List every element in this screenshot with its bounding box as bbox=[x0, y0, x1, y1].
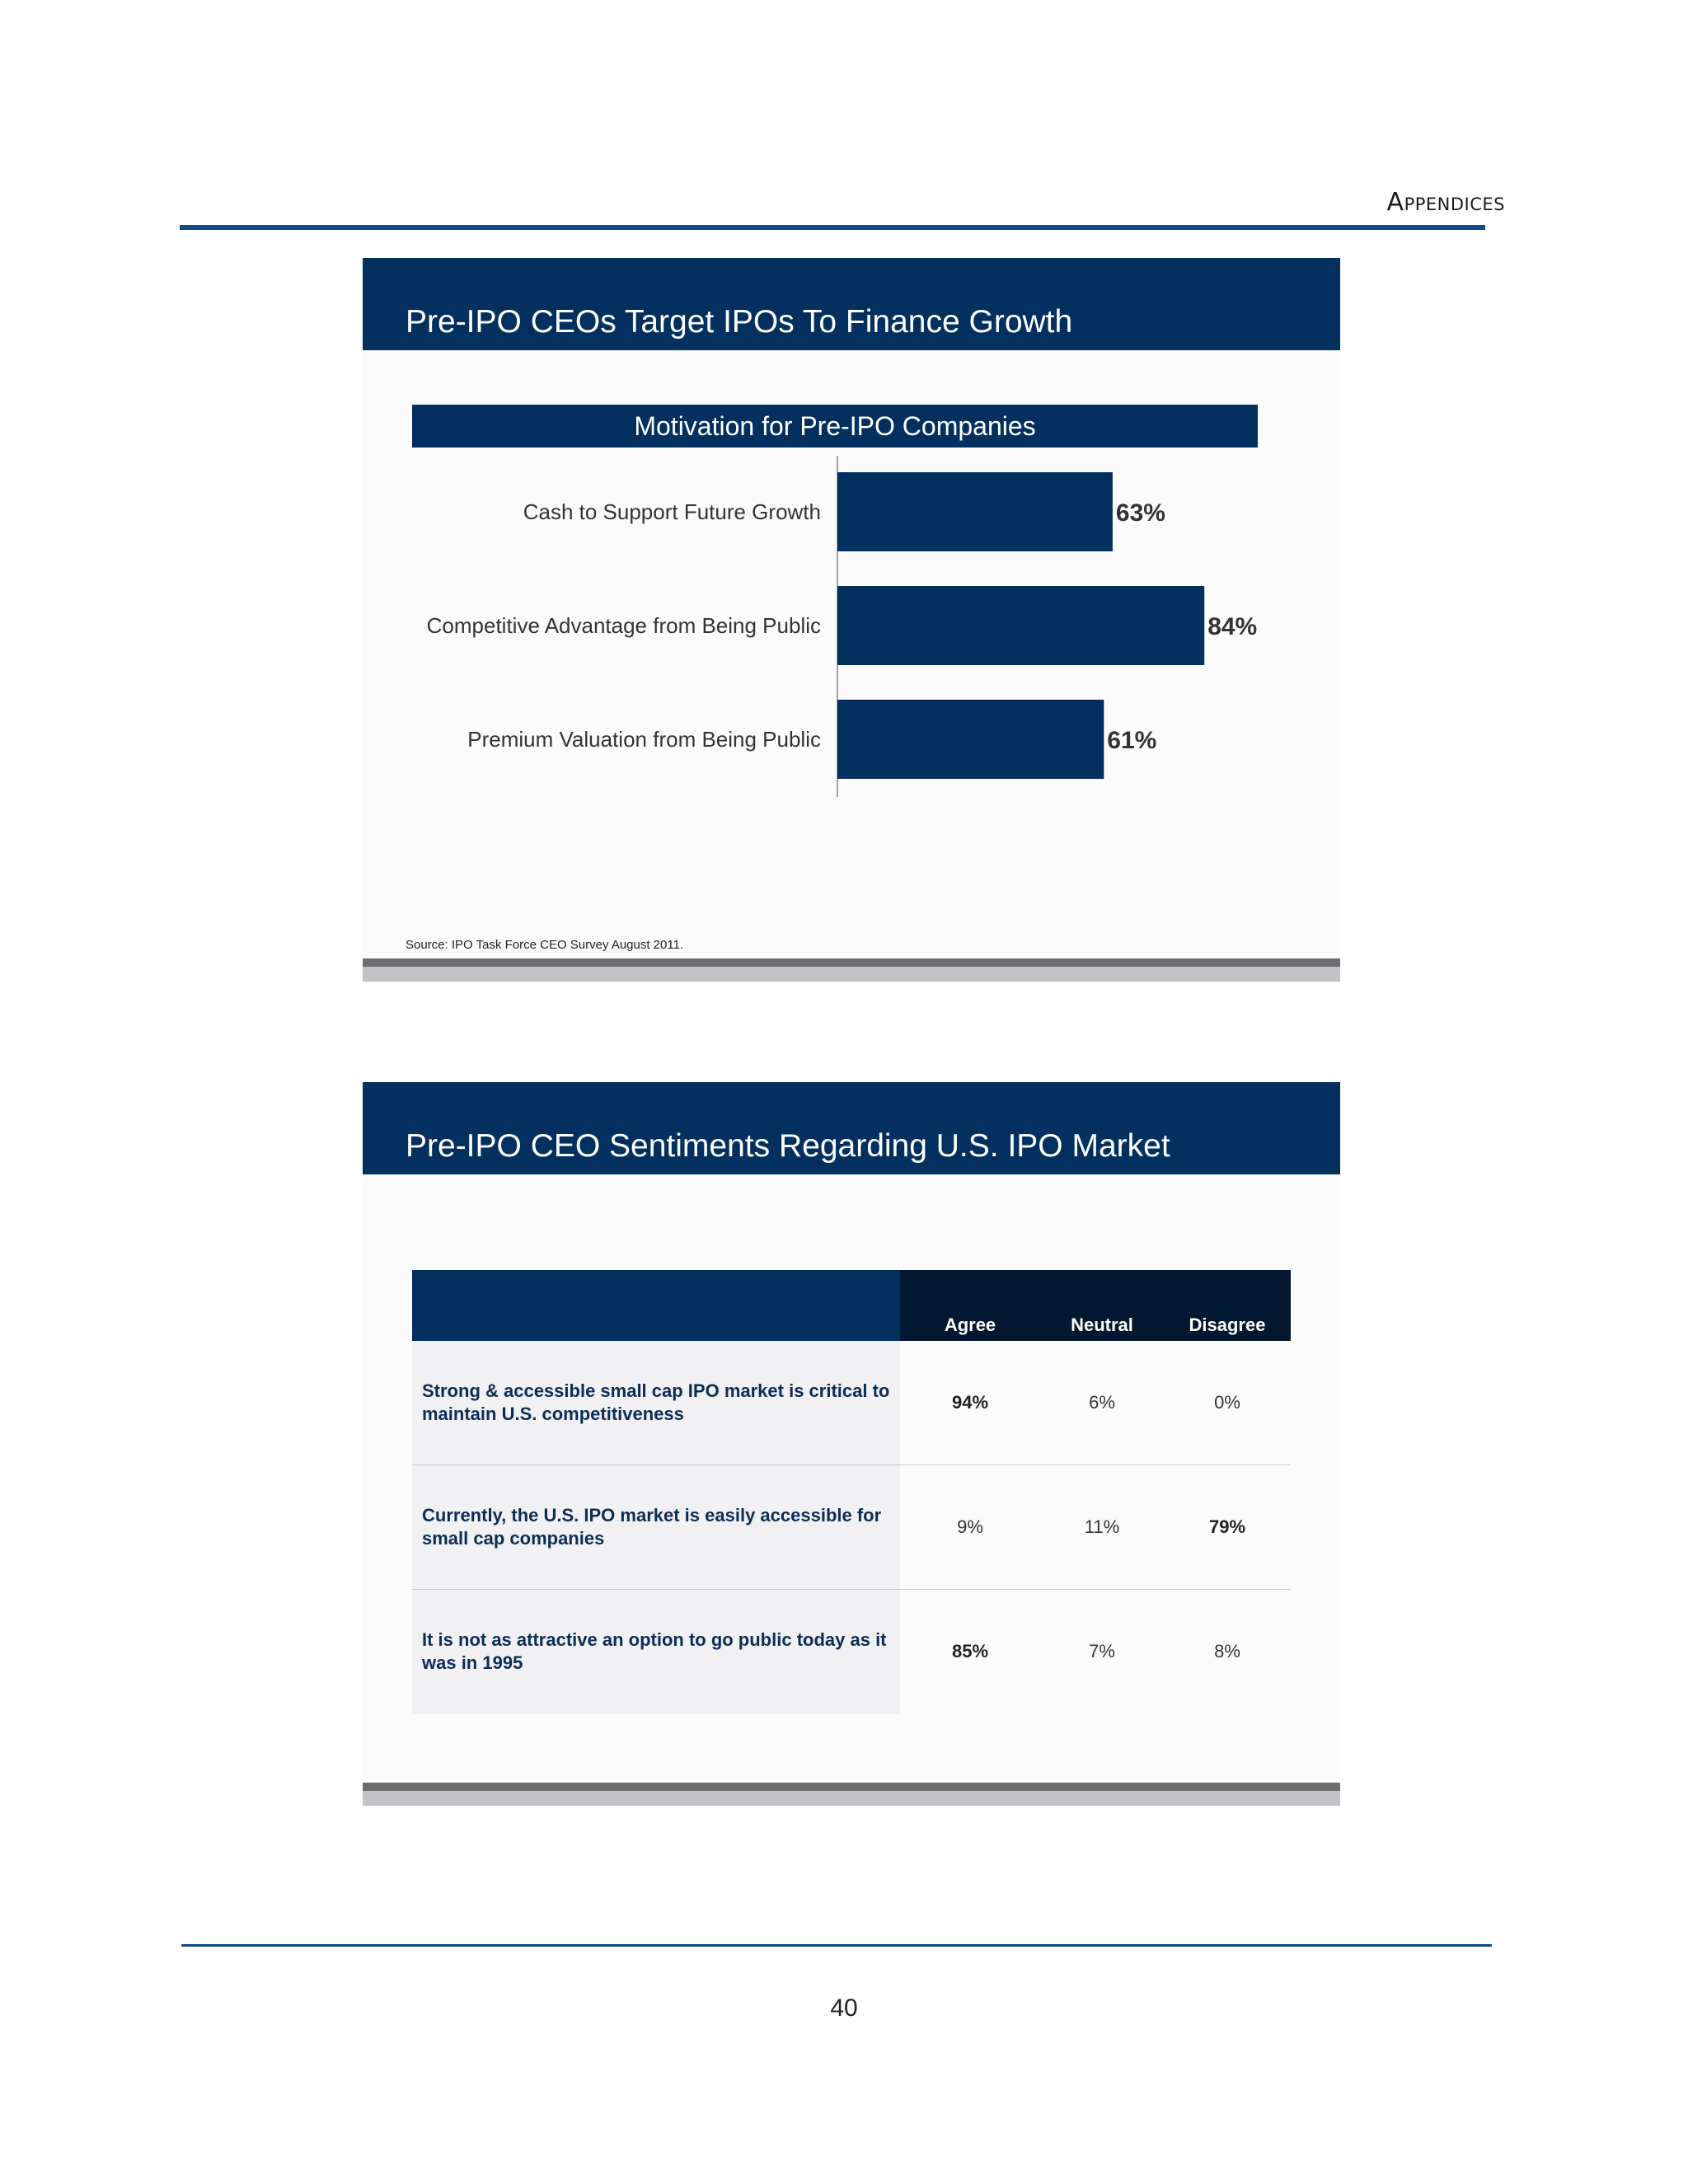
source-note: Source: IPO Task Force CEO Survey August… bbox=[406, 938, 684, 952]
column-header-disagree: Disagree bbox=[1189, 1315, 1266, 1335]
slide-title: Pre-IPO CEO Sentiments Regarding U.S. IP… bbox=[406, 1128, 1170, 1164]
table-header: Agree Neutral Disagree bbox=[412, 1270, 1291, 1341]
statement-cell: It is not as attractive an option to go … bbox=[412, 1590, 900, 1713]
value-label: 84% bbox=[1207, 613, 1257, 640]
category-label: Premium Valuation from Being Public bbox=[467, 727, 821, 752]
slide-motivation: Pre-IPO CEOs Target IPOs To Finance Grow… bbox=[363, 258, 1340, 983]
value-label: 61% bbox=[1107, 727, 1156, 754]
agree-value: 9% bbox=[957, 1516, 983, 1537]
statement-text: Strong & accessible small cap IPO market… bbox=[422, 1380, 890, 1424]
statement-cell: Strong & accessible small cap IPO market… bbox=[412, 1341, 900, 1465]
category-label: Competitive Advantage from Being Public bbox=[427, 613, 821, 638]
table-row: Currently, the U.S. IPO market is easily… bbox=[412, 1465, 1291, 1590]
value-label: 63% bbox=[1116, 499, 1165, 527]
bar bbox=[837, 700, 1104, 779]
bar bbox=[837, 472, 1113, 551]
disagree-value: 8% bbox=[1214, 1641, 1240, 1661]
column-header-agree: Agree bbox=[944, 1315, 996, 1335]
footer-rule bbox=[181, 1944, 1492, 1947]
neutral-value: 7% bbox=[1089, 1641, 1115, 1661]
slide-footer-bar bbox=[363, 1783, 1340, 1791]
chart-title: Motivation for Pre-IPO Companies bbox=[412, 405, 1258, 448]
table-header-columns bbox=[900, 1270, 1291, 1341]
slide-title-bar: Pre-IPO CEO Sentiments Regarding U.S. IP… bbox=[363, 1082, 1340, 1174]
sentiment-table: Agree Neutral Disagree Strong & accessib… bbox=[412, 1270, 1291, 1713]
table-header-blank bbox=[412, 1270, 900, 1341]
statement-text: It is not as attractive an option to go … bbox=[422, 1629, 887, 1673]
column-header-neutral: Neutral bbox=[1071, 1315, 1133, 1335]
neutral-value: 11% bbox=[1084, 1516, 1120, 1537]
slide-sentiments: Pre-IPO CEO Sentiments Regarding U.S. IP… bbox=[363, 1082, 1340, 1807]
slide-footer-bar bbox=[363, 958, 1340, 967]
slide-title-bar: Pre-IPO CEOs Target IPOs To Finance Grow… bbox=[363, 258, 1340, 350]
bar bbox=[837, 586, 1205, 665]
neutral-value: 6% bbox=[1089, 1392, 1115, 1413]
table-row: It is not as attractive an option to go … bbox=[412, 1590, 1291, 1713]
category-label: Cash to Support Future Growth bbox=[523, 499, 821, 524]
bar-chart: Cash to Support Future Growth 63% Competit… bbox=[427, 456, 1257, 797]
statement-cell: Currently, the U.S. IPO market is easily… bbox=[412, 1465, 900, 1589]
page-number: 40 bbox=[830, 1994, 858, 2022]
agree-value: 94% bbox=[951, 1392, 989, 1413]
slide-title: Pre-IPO CEOs Target IPOs To Finance Grow… bbox=[406, 304, 1073, 340]
table-row: Strong & accessible small cap IPO market… bbox=[412, 1341, 1291, 1465]
agree-value: 85% bbox=[951, 1641, 989, 1661]
slide-footer-bar-light bbox=[363, 1791, 1340, 1806]
header-rule bbox=[180, 225, 1485, 230]
disagree-value: 79% bbox=[1208, 1516, 1246, 1537]
slide-footer-bar-light bbox=[363, 967, 1340, 982]
section-header-label: Appendices bbox=[1386, 188, 1505, 217]
statement-text: Currently, the U.S. IPO market is easily… bbox=[422, 1505, 882, 1549]
disagree-value: 0% bbox=[1214, 1392, 1240, 1413]
